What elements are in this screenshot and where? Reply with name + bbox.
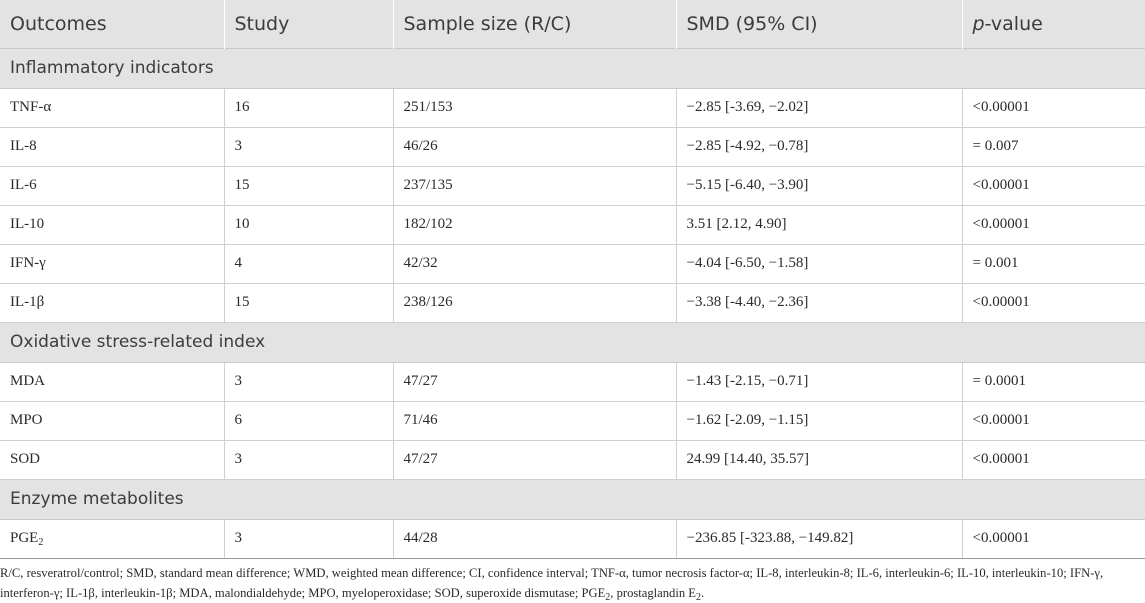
cell-outcome: IL-1β: [0, 283, 225, 323]
footnote-sub-1: 2: [605, 592, 611, 603]
cell-smd: 3.51 [2.12, 4.90]: [676, 205, 963, 245]
cell-p-value: <0.00001: [962, 88, 1145, 128]
results-table: Outcomes Study Sample size (R/C) SMD (95…: [0, 0, 1145, 559]
cell-study: 6: [224, 401, 394, 441]
cell-outcome: IL-8: [0, 127, 225, 167]
table-row: PGE2 3 44/28 −236.85 [-323.88, −149.82] …: [0, 519, 1145, 559]
table-row: MPO 6 71/46 −1.62 [-2.09, −1.15] <0.0000…: [0, 401, 1145, 441]
cell-sample: 42/32: [393, 244, 677, 284]
cell-smd: −3.38 [-4.40, −2.36]: [676, 283, 963, 323]
cell-sample: 47/27: [393, 440, 677, 480]
cell-study: 16: [224, 88, 394, 128]
cell-p-value: <0.00001: [962, 205, 1145, 245]
cell-p-value: = 0.007: [962, 127, 1145, 167]
header-p-italic: p: [972, 12, 985, 35]
cell-p-value: <0.00001: [962, 166, 1145, 206]
cell-smd: −5.15 [-6.40, −3.90]: [676, 166, 963, 206]
cell-p-value: = 0.0001: [962, 362, 1145, 402]
cell-smd: −2.85 [-4.92, −0.78]: [676, 127, 963, 167]
cell-p-value: <0.00001: [962, 519, 1145, 559]
section-title: Enzyme metabolites: [0, 478, 1145, 520]
cell-smd: −236.85 [-323.88, −149.82]: [676, 519, 963, 559]
header-outcomes: Outcomes: [0, 0, 225, 48]
cell-outcome: IFN-γ: [0, 244, 225, 284]
cell-outcome: MPO: [0, 401, 225, 441]
cell-study: 15: [224, 283, 394, 323]
table-row: TNF-α 16 251/153 −2.85 [-3.69, −2.02] <0…: [0, 88, 1145, 128]
cell-outcome: IL-6: [0, 166, 225, 206]
cell-study: 10: [224, 205, 394, 245]
cell-p-value: <0.00001: [962, 283, 1145, 323]
cell-study: 3: [224, 519, 394, 559]
cell-study: 3: [224, 362, 394, 402]
cell-sample: 44/28: [393, 519, 677, 559]
footnote-mid: , prostaglandin E: [610, 586, 696, 600]
cell-outcome: PGE2: [0, 519, 225, 559]
table-header-row: Outcomes Study Sample size (R/C) SMD (95…: [0, 0, 1145, 48]
cell-sample: 47/27: [393, 362, 677, 402]
cell-smd: −1.62 [-2.09, −1.15]: [676, 401, 963, 441]
header-p-value: p-value: [962, 0, 1145, 48]
table-footnote: R/C, resveratrol/control; SMD, standard …: [0, 563, 1140, 603]
cell-sample: 46/26: [393, 127, 677, 167]
table-row: IL-1β 15 238/126 −3.38 [-4.40, −2.36] <0…: [0, 283, 1145, 323]
cell-sample: 251/153: [393, 88, 677, 128]
header-smd: SMD (95% CI): [676, 0, 963, 48]
table-row: SOD 3 47/27 24.99 [14.40, 35.57] <0.0000…: [0, 440, 1145, 480]
table-row: MDA 3 47/27 −1.43 [-2.15, −0.71] = 0.000…: [0, 362, 1145, 402]
header-p-rest: -value: [984, 12, 1043, 35]
cell-outcome: IL-10: [0, 205, 225, 245]
header-sample-size: Sample size (R/C): [393, 0, 677, 48]
footnote-main: R/C, resveratrol/control; SMD, standard …: [0, 566, 1104, 600]
cell-outcome: SOD: [0, 440, 225, 480]
outcome-subscript: 2: [38, 537, 44, 548]
section-row: Enzyme metabolites: [0, 478, 1145, 520]
cell-study: 15: [224, 166, 394, 206]
table-row: IL-8 3 46/26 −2.85 [-4.92, −0.78] = 0.00…: [0, 127, 1145, 167]
cell-p-value: = 0.001: [962, 244, 1145, 284]
section-row: Inflammatory indicators: [0, 47, 1145, 89]
table-row: IFN-γ 4 42/32 −4.04 [-6.50, −1.58] = 0.0…: [0, 244, 1145, 284]
footnote-sub-2: 2: [695, 592, 701, 603]
section-title: Inflammatory indicators: [0, 47, 1145, 89]
cell-study: 3: [224, 127, 394, 167]
cell-outcome: TNF-α: [0, 88, 225, 128]
cell-study: 3: [224, 440, 394, 480]
footnote-end: .: [700, 586, 705, 600]
cell-study: 4: [224, 244, 394, 284]
section-title: Oxidative stress-related index: [0, 321, 1145, 363]
cell-smd: −4.04 [-6.50, −1.58]: [676, 244, 963, 284]
cell-outcome: MDA: [0, 362, 225, 402]
cell-smd: −2.85 [-3.69, −2.02]: [676, 88, 963, 128]
table-row: IL-10 10 182/102 3.51 [2.12, 4.90] <0.00…: [0, 205, 1145, 245]
cell-smd: 24.99 [14.40, 35.57]: [676, 440, 963, 480]
cell-sample: 238/126: [393, 283, 677, 323]
header-study: Study: [224, 0, 394, 48]
cell-sample: 237/135: [393, 166, 677, 206]
cell-sample: 182/102: [393, 205, 677, 245]
table-row: IL-6 15 237/135 −5.15 [-6.40, −3.90] <0.…: [0, 166, 1145, 206]
cell-sample: 71/46: [393, 401, 677, 441]
cell-p-value: <0.00001: [962, 401, 1145, 441]
outcome-text: PGE: [10, 530, 39, 546]
cell-p-value: <0.00001: [962, 440, 1145, 480]
cell-smd: −1.43 [-2.15, −0.71]: [676, 362, 963, 402]
section-row: Oxidative stress-related index: [0, 321, 1145, 363]
